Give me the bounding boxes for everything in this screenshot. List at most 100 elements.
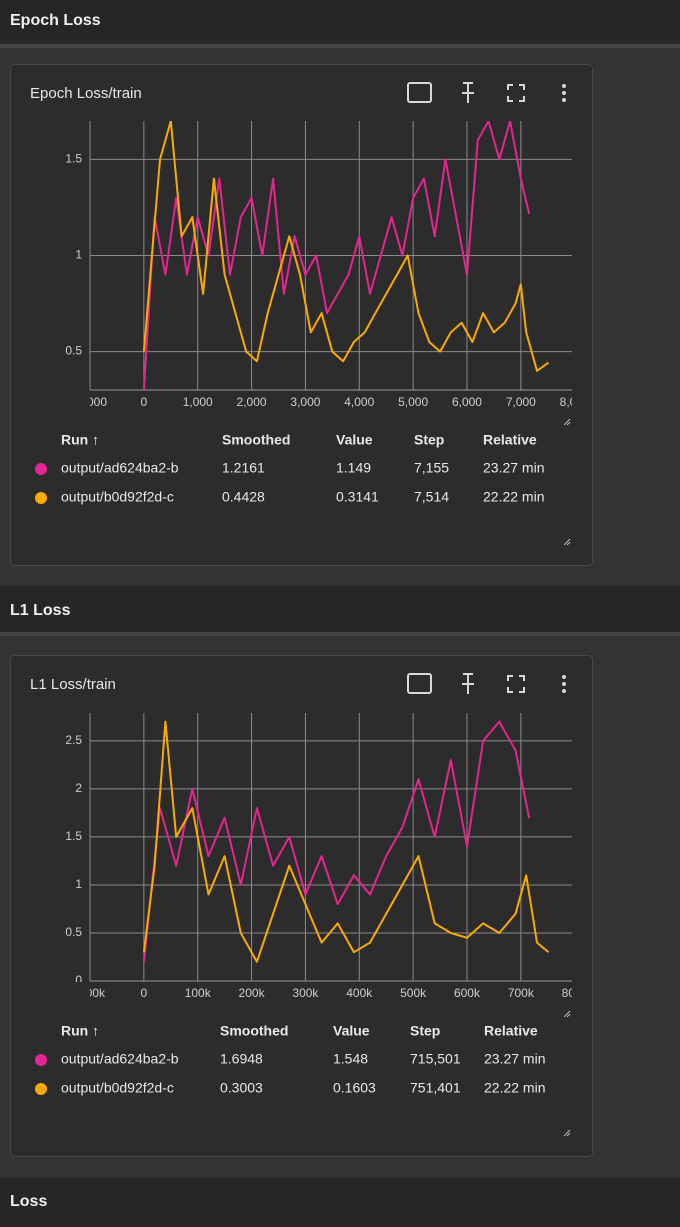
series-line: [142, 720, 531, 962]
plot-area: [142, 121, 550, 390]
table-header: Value: [336, 432, 373, 448]
x-tick-label: -100k: [75, 986, 106, 1000]
table-header: Run ↑: [61, 432, 99, 448]
x-tick-label: 7,000: [506, 395, 536, 409]
table-cell: 0.4428: [222, 489, 265, 505]
table-cell: 7,155: [414, 460, 449, 476]
x-tick-label: 3,000: [290, 395, 320, 409]
table-header: Step: [414, 432, 444, 448]
section-title: L1 Loss: [10, 602, 71, 619]
y-tick-label: 2: [75, 781, 82, 795]
table-cell: 22.22 min: [484, 1080, 545, 1096]
x-tick-label: 1,000: [183, 395, 213, 409]
grid: [89, 713, 572, 982]
card-title: Epoch Loss/train: [30, 85, 142, 102]
x-tick-label: 500k: [400, 986, 427, 1000]
x-tick-labels: -1,000 0 1,000 2,000 3,000 4,000 5,000 6,000 7,0…: [90, 395, 590, 409]
x-tick-label: 0: [141, 395, 148, 409]
x-tick-label: 8,000: [560, 395, 590, 409]
table-cell: 751,401: [410, 1080, 461, 1096]
table-cell: 1.6948: [220, 1051, 263, 1067]
y-tick-label: 1.5: [65, 152, 82, 166]
card-toolbar: [407, 673, 566, 694]
resize-handle[interactable]: [563, 1129, 571, 1137]
section-title: Epoch Loss: [10, 12, 101, 29]
legend-swatch: [35, 1083, 47, 1095]
series-line: [142, 720, 550, 963]
table-header: Relative: [484, 1023, 538, 1039]
legend-swatch: [35, 1054, 47, 1066]
table-header: Relative: [483, 432, 537, 448]
table-header: Step: [410, 1023, 440, 1039]
table-cell: 0.3141: [336, 489, 379, 505]
divider: [0, 632, 680, 636]
y-tick-labels: 0.5 1 1.5: [65, 152, 82, 358]
table-cell: 1.548: [333, 1051, 368, 1067]
x-tick-label: 6,000: [452, 395, 482, 409]
grid: [89, 121, 572, 391]
plot-area: [142, 720, 550, 963]
y-tick-label: 1: [75, 248, 82, 262]
table-cell: 23.27 min: [483, 460, 544, 476]
table-cell: 0.3003: [220, 1080, 263, 1096]
y-tick-label: 0.5: [65, 925, 82, 939]
x-tick-label: 100k: [185, 986, 212, 1000]
x-tick-label: 400k: [346, 986, 373, 1000]
resize-handle[interactable]: [563, 418, 571, 426]
table-cell: 23.27 min: [484, 1051, 545, 1067]
x-tick-label: 5,000: [398, 395, 428, 409]
y-tick-label: 2.5: [65, 733, 82, 747]
section-title: Loss: [10, 1193, 47, 1210]
section-header: [0, 0, 680, 44]
series-line: [142, 121, 550, 372]
x-tick-labels: -100k 0 100k 200k 300k 400k 500k 600k 700k 800k: [75, 986, 589, 1000]
more-button[interactable]: [562, 84, 566, 102]
resize-handle[interactable]: [563, 1010, 571, 1018]
fit-domain-button[interactable]: [407, 82, 432, 103]
run-name: output/ad624ba2-b: [61, 460, 179, 476]
pin-button[interactable]: [462, 82, 474, 103]
run-name: output/b0d92f2d-c: [61, 1080, 174, 1096]
legend-swatch: [35, 463, 47, 475]
table-cell: 7,514: [414, 489, 449, 505]
x-tick-label: 300k: [292, 986, 319, 1000]
table-header: Value: [333, 1023, 370, 1039]
section-header: [0, 1178, 680, 1227]
table-cell: 715,501: [410, 1051, 461, 1067]
x-tick-label: 4,000: [344, 395, 374, 409]
x-tick-label: 600k: [454, 986, 481, 1000]
legend-table: Run ↑ Smoothed Value Step Relative output/ad6…: [35, 1023, 545, 1096]
pin-button[interactable]: [462, 673, 474, 694]
divider: [0, 44, 680, 48]
table-cell: 0.1603: [333, 1080, 376, 1096]
fullscreen-button[interactable]: [507, 84, 525, 102]
x-tick-label: 0: [141, 986, 148, 1000]
y-tick-label: 0.5: [65, 344, 82, 358]
card-toolbar: [407, 82, 566, 103]
run-name: output/ad624ba2-b: [61, 1051, 179, 1067]
x-tick-label: 2,000: [237, 395, 267, 409]
table-cell: 22.22 min: [483, 489, 544, 505]
resize-handle[interactable]: [563, 538, 571, 546]
y-tick-label: 1.5: [65, 829, 82, 843]
y-tick-labels: 0 0.5 1 1.5 2 2.5: [65, 733, 82, 982]
table-cell: 1.2161: [222, 460, 265, 476]
table-cell: 1.149: [336, 460, 371, 476]
fit-domain-button[interactable]: [407, 673, 432, 694]
legend-swatch: [35, 492, 47, 504]
legend-table: Run ↑ Smoothed Value Step Relative output/ad6…: [35, 432, 544, 505]
y-tick-label: 1: [75, 877, 82, 891]
table-header: Smoothed: [222, 432, 290, 448]
table-header: Run ↑: [61, 1023, 99, 1039]
card-title: L1 Loss/train: [30, 676, 116, 693]
table-header: Smoothed: [220, 1023, 288, 1039]
fullscreen-button[interactable]: [507, 675, 525, 693]
section-header: [0, 586, 680, 632]
more-button[interactable]: [562, 675, 566, 693]
card: [10, 64, 593, 566]
x-tick-label: 800k: [562, 986, 589, 1000]
run-name: output/b0d92f2d-c: [61, 489, 174, 505]
series-line: [142, 121, 531, 390]
x-tick-label: 700k: [508, 986, 535, 1000]
